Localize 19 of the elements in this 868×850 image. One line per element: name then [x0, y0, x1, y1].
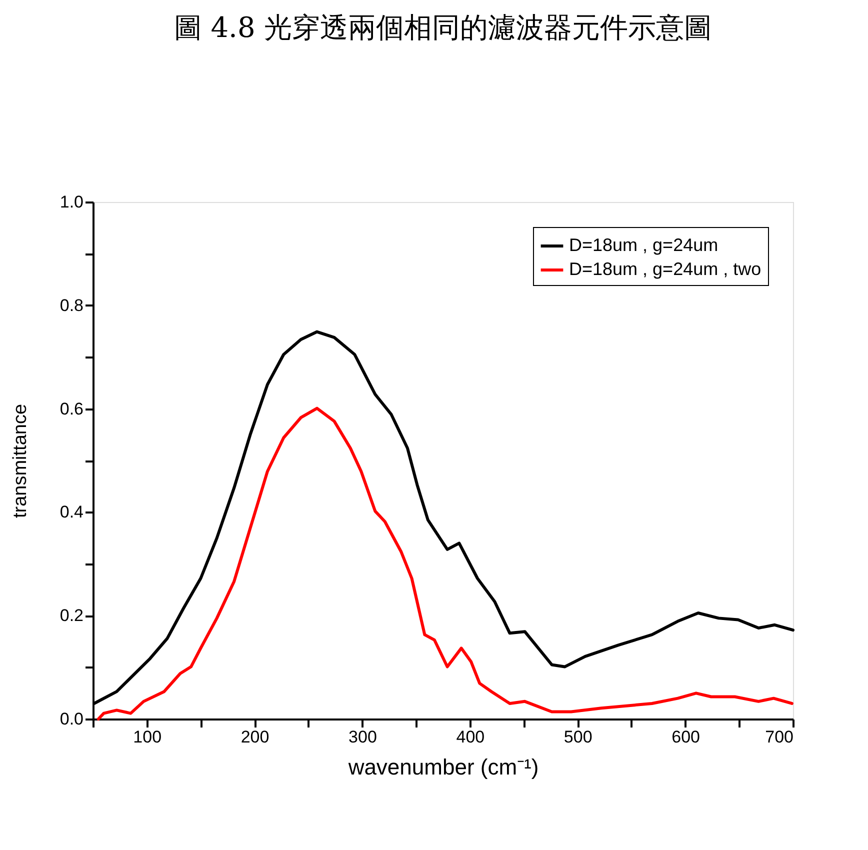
- x-tick-label: 500: [564, 728, 592, 746]
- y-axis-title: transmittance: [10, 404, 31, 518]
- y-tick-label: 1.0: [60, 192, 84, 212]
- x-tick-label: 400: [456, 728, 485, 746]
- x-tick-label: 600: [672, 728, 700, 746]
- x-axis-title: wavenumber (cm⁻¹): [347, 754, 539, 780]
- x-tick-label: 100: [133, 728, 162, 746]
- y-tick-label: 0.0: [60, 710, 84, 728]
- y-tick-label: 0.4: [60, 502, 84, 522]
- legend-label: D=18um , g=24um , two: [569, 259, 762, 279]
- legend-label: D=18um , g=24um: [569, 235, 718, 255]
- x-tick-label: 300: [348, 728, 377, 746]
- chart-title: 圖 4.8 光穿透兩個相同的濾波器元件示意圖: [174, 11, 712, 44]
- y-tick-label: 0.8: [60, 296, 84, 315]
- y-tick-label: 0.6: [60, 399, 84, 418]
- x-tick-label: 200: [240, 728, 270, 746]
- x-tick-label: 700: [765, 728, 794, 746]
- y-tick-label: 0.2: [60, 606, 84, 626]
- line-series: [96, 406, 794, 720]
